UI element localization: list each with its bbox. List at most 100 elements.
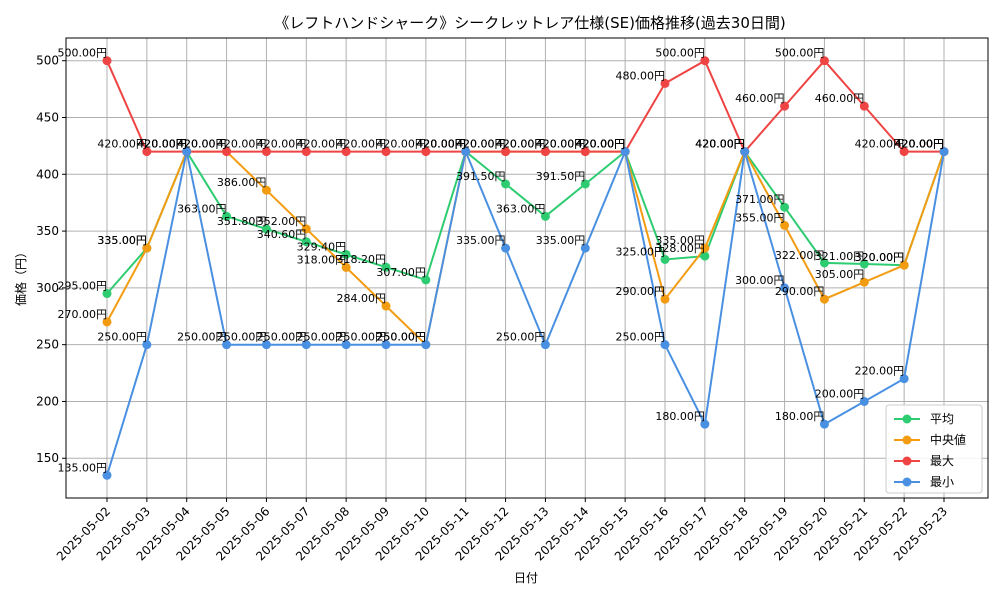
data-label: 335.00円 (536, 234, 586, 247)
data-point (580, 243, 590, 253)
data-label: 420.00円 (576, 138, 626, 151)
data-label: 180.00円 (775, 410, 825, 423)
data-point (341, 249, 351, 259)
data-label: 270.00円 (58, 308, 108, 321)
data-point (182, 147, 192, 157)
plot-frame (65, 37, 989, 499)
data-label: 250.00円 (97, 331, 147, 344)
data-label: 420.00円 (337, 138, 387, 151)
data-label: 300.00円 (735, 274, 785, 287)
legend-label: 平均 (930, 412, 954, 426)
data-label: 500.00円 (775, 47, 825, 60)
data-label: 250.00円 (297, 331, 347, 344)
data-point (580, 147, 590, 157)
data-label: 355.00円 (735, 211, 785, 224)
data-point (261, 340, 271, 350)
data-label: 335.00円 (655, 234, 705, 247)
y-tick-label: 250 (36, 338, 59, 352)
data-label: 250.00円 (257, 331, 307, 344)
data-point (102, 56, 112, 66)
series-lines (106, 59, 945, 476)
data-point (780, 101, 790, 111)
data-label: 340.60円 (257, 228, 307, 241)
data-point (261, 224, 271, 234)
data-point (859, 277, 869, 287)
data-label: 420.00円 (695, 138, 745, 151)
data-point (102, 317, 112, 327)
data-label: 250.00円 (337, 331, 387, 344)
data-point (222, 340, 232, 350)
data-label: 500.00円 (655, 47, 705, 60)
data-label: 352.00円 (257, 215, 307, 228)
data-point (700, 56, 710, 66)
y-tick-label: 350 (36, 224, 59, 238)
data-point (142, 147, 152, 157)
data-label: 420.00円 (695, 138, 745, 151)
data-point (580, 179, 590, 189)
data-point (660, 340, 670, 350)
data-label: 329.40円 (297, 240, 347, 253)
data-label: 420.00円 (895, 138, 945, 151)
data-label: 250.00円 (177, 331, 227, 344)
data-label: 420.00円 (376, 138, 426, 151)
data-label: 220.00円 (855, 365, 905, 378)
y-tick-label: 200 (36, 394, 59, 408)
data-point (421, 275, 431, 285)
data-point (421, 340, 431, 350)
data-point (301, 147, 311, 157)
data-label: 135.00円 (58, 461, 108, 474)
data-label: 335.00円 (456, 234, 506, 247)
data-point (501, 243, 511, 253)
data-label: 290.00円 (616, 285, 666, 298)
data-label: 328.00円 (655, 242, 705, 255)
data-label: 420.00円 (416, 138, 466, 151)
data-label: 295.00円 (58, 280, 108, 293)
data-label: 180.00円 (655, 410, 705, 423)
data-point (540, 211, 550, 221)
data-label: 420.00円 (695, 138, 745, 151)
series-line-2 (106, 59, 944, 154)
data-label: 420.00円 (177, 138, 227, 151)
legend-label: 最小 (930, 475, 954, 489)
data-label: 480.00円 (616, 69, 666, 82)
data-point (780, 202, 790, 212)
data-label: 420.00円 (695, 138, 745, 151)
data-label: 420.00円 (496, 138, 546, 151)
data-point (780, 283, 790, 293)
data-label: 250.00円 (217, 331, 267, 344)
data-point (740, 147, 750, 157)
data-label: 318.00円 (297, 253, 347, 266)
data-label: 420.00円 (576, 138, 626, 151)
data-label: 420.00円 (416, 138, 466, 151)
legend-swatch-marker (902, 414, 912, 424)
data-label: 420.00円 (536, 138, 586, 151)
legend-label: 中央値 (930, 432, 966, 447)
data-point (461, 147, 471, 157)
data-point (780, 220, 790, 230)
data-point (341, 340, 351, 350)
data-point (301, 237, 311, 247)
data-label: 420.00円 (855, 138, 905, 151)
data-point (301, 340, 311, 350)
data-point (222, 211, 232, 221)
data-label: 420.00円 (895, 138, 945, 151)
data-point (660, 294, 670, 304)
data-point (540, 147, 550, 157)
data-point (341, 262, 351, 272)
data-label: 250.00円 (376, 331, 426, 344)
data-point (102, 470, 112, 480)
data-labels: 295.00円335.00円420.00円363.00円351.80円340.6… (58, 47, 945, 475)
legend-swatch-marker (902, 477, 912, 487)
series-points (102, 56, 949, 480)
data-point (222, 147, 232, 157)
data-label: 420.00円 (97, 138, 147, 151)
data-label: 320.00円 (855, 251, 905, 264)
x-axis-label: 日付 (514, 571, 538, 585)
data-label: 335.00円 (97, 234, 147, 247)
y-tick-label: 450 (36, 111, 59, 125)
data-label: 420.00円 (297, 138, 347, 151)
data-point (102, 289, 112, 299)
data-label: 386.00円 (217, 176, 267, 189)
data-point (939, 147, 949, 157)
